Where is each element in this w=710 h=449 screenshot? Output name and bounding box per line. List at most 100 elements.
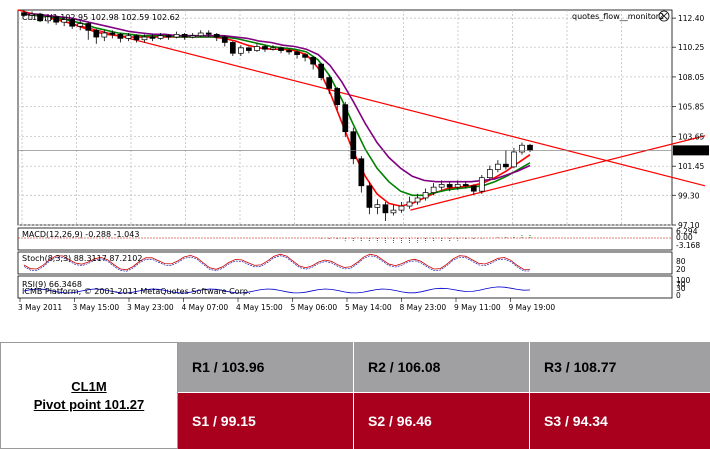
stoch-signal-line (23, 255, 531, 272)
candle-body (462, 184, 469, 187)
moving-average-line (23, 13, 531, 197)
pivot-point-label: Pivot point 101.27 (33, 396, 145, 412)
sub-pane-frame (17, 251, 673, 275)
macd-label: MACD(12,26,9) -0.288 -1.043 (22, 230, 139, 239)
candle-body (310, 56, 316, 65)
moving-average-line (23, 13, 531, 207)
copyright-label: ICMB Platform, © 2001-2011 MetaQuotes So… (22, 287, 251, 296)
time-axis: 3 May 2011 3 May 15:00 3 May 23:00 4 May 07… (18, 298, 555, 312)
price-tick-label: 108.05 (678, 73, 704, 82)
candle-body (390, 209, 397, 214)
candle-body (29, 13, 35, 16)
candle-body (446, 184, 453, 188)
candle-body (21, 12, 27, 16)
price-tick-label: 103.65 (678, 132, 704, 141)
sub-axis-label: 20 (676, 265, 686, 274)
candle-body (454, 184, 461, 188)
sub-axis-label: 70 (676, 280, 686, 289)
candle-body (173, 33, 180, 38)
candle-body (117, 33, 124, 39)
sub-pane-frame (17, 275, 673, 299)
sub-axis-label: 30 (676, 284, 686, 293)
time-tick-label: 5 May 14:00 (345, 303, 392, 312)
price-tick-label: 110.25 (678, 43, 704, 52)
time-tick-label: 8 May 23:00 (400, 303, 447, 312)
support-2-cell: S2 / 96.46 (354, 392, 530, 449)
candle-body (229, 42, 236, 54)
time-tick-label: 4 May 07:00 (182, 303, 229, 312)
support-3-cell: S3 / 94.34 (530, 392, 710, 449)
candle-body (527, 144, 533, 151)
time-tick-label: 3 May 23:00 (127, 303, 174, 312)
time-tick-label: 3 May 15:00 (73, 303, 120, 312)
stoch-label: Stoch(8,3,3) 88.3117 87.2102 (22, 254, 142, 263)
price-chart: 112.40 110.25 108.05 105.85 103.65 101.45 99.3… (17, 9, 709, 312)
candle-body (430, 186, 437, 193)
candle-body (278, 47, 284, 51)
candle-body (334, 88, 341, 106)
candle-body (109, 32, 116, 35)
current-price-tag (673, 145, 709, 156)
resistance-1-cell: R1 / 103.96 (178, 342, 354, 392)
candle-body (422, 192, 429, 199)
candle-body (37, 13, 43, 22)
candle-body (382, 204, 389, 214)
candle-body (302, 54, 308, 58)
candle-body (238, 47, 244, 54)
pivot-summary-cell: CL1M Pivot point 101.27 (0, 342, 178, 449)
candle-body (213, 33, 220, 38)
candle-body (189, 35, 196, 38)
candle-body (61, 19, 68, 23)
candle-body (181, 33, 188, 38)
candle-body (69, 19, 76, 27)
trendline (410, 135, 706, 211)
pivot-table: CL1M Pivot point 101.27 R1 / 103.96 R2 /… (0, 342, 710, 449)
resistance-3-cell: R3 / 108.77 (530, 342, 710, 392)
candle-body (141, 36, 148, 41)
candle-body (350, 131, 357, 160)
sub-axis-label: 0.00 (676, 233, 693, 242)
candle-body (294, 51, 300, 55)
candle-body (374, 204, 381, 208)
candle-body (511, 151, 517, 168)
price-tick-label: 105.85 (678, 103, 704, 112)
candle-body (133, 35, 140, 41)
candle-body (254, 46, 260, 51)
time-tick-label: 4 May 15:00 (236, 303, 283, 312)
moving-average-line (24, 13, 531, 183)
candle-body (318, 63, 325, 78)
candle-body (286, 50, 292, 53)
resistance-2-cell: R2 / 106.08 (354, 342, 530, 392)
sub-axis-label: 100 (676, 276, 691, 285)
price-tick-label: 97.10 (678, 221, 700, 230)
stoch-main-line (23, 253, 531, 271)
sub-axis-label: 0 (676, 291, 681, 300)
main-pane-frame (17, 9, 673, 226)
sub-axis-label: -3.168 (676, 241, 700, 250)
candle-body (53, 16, 59, 23)
candle-body (398, 205, 405, 211)
indicator-name-label: quotes_flow__monitor2 (572, 12, 664, 21)
price-axis: 112.40 110.25 108.05 105.85 103.65 101.45 99.3… (18, 14, 709, 300)
candles (21, 10, 533, 221)
price-tick-label: 101.45 (678, 162, 704, 171)
candle-body (93, 29, 100, 38)
candle-body (262, 46, 268, 50)
candle-body (246, 47, 252, 51)
candle-body (366, 185, 373, 208)
sub-pane-frame (17, 227, 673, 251)
candle-body (342, 104, 349, 133)
price-tick-label: 112.40 (678, 14, 704, 23)
price-tick-label: 99.30 (678, 191, 700, 200)
candle-body (149, 36, 156, 39)
time-tick-label: 9 May 11:00 (454, 303, 501, 312)
candle-body (125, 35, 132, 39)
support-1-cell: S1 / 99.15 (178, 392, 354, 449)
candle-body (503, 163, 509, 168)
sub-indicator-panes (18, 234, 672, 294)
candle-body (85, 23, 92, 31)
candle-body (519, 144, 525, 153)
close-icon[interactable] (658, 10, 670, 22)
candle-body (45, 16, 51, 22)
candle-body (478, 177, 485, 192)
